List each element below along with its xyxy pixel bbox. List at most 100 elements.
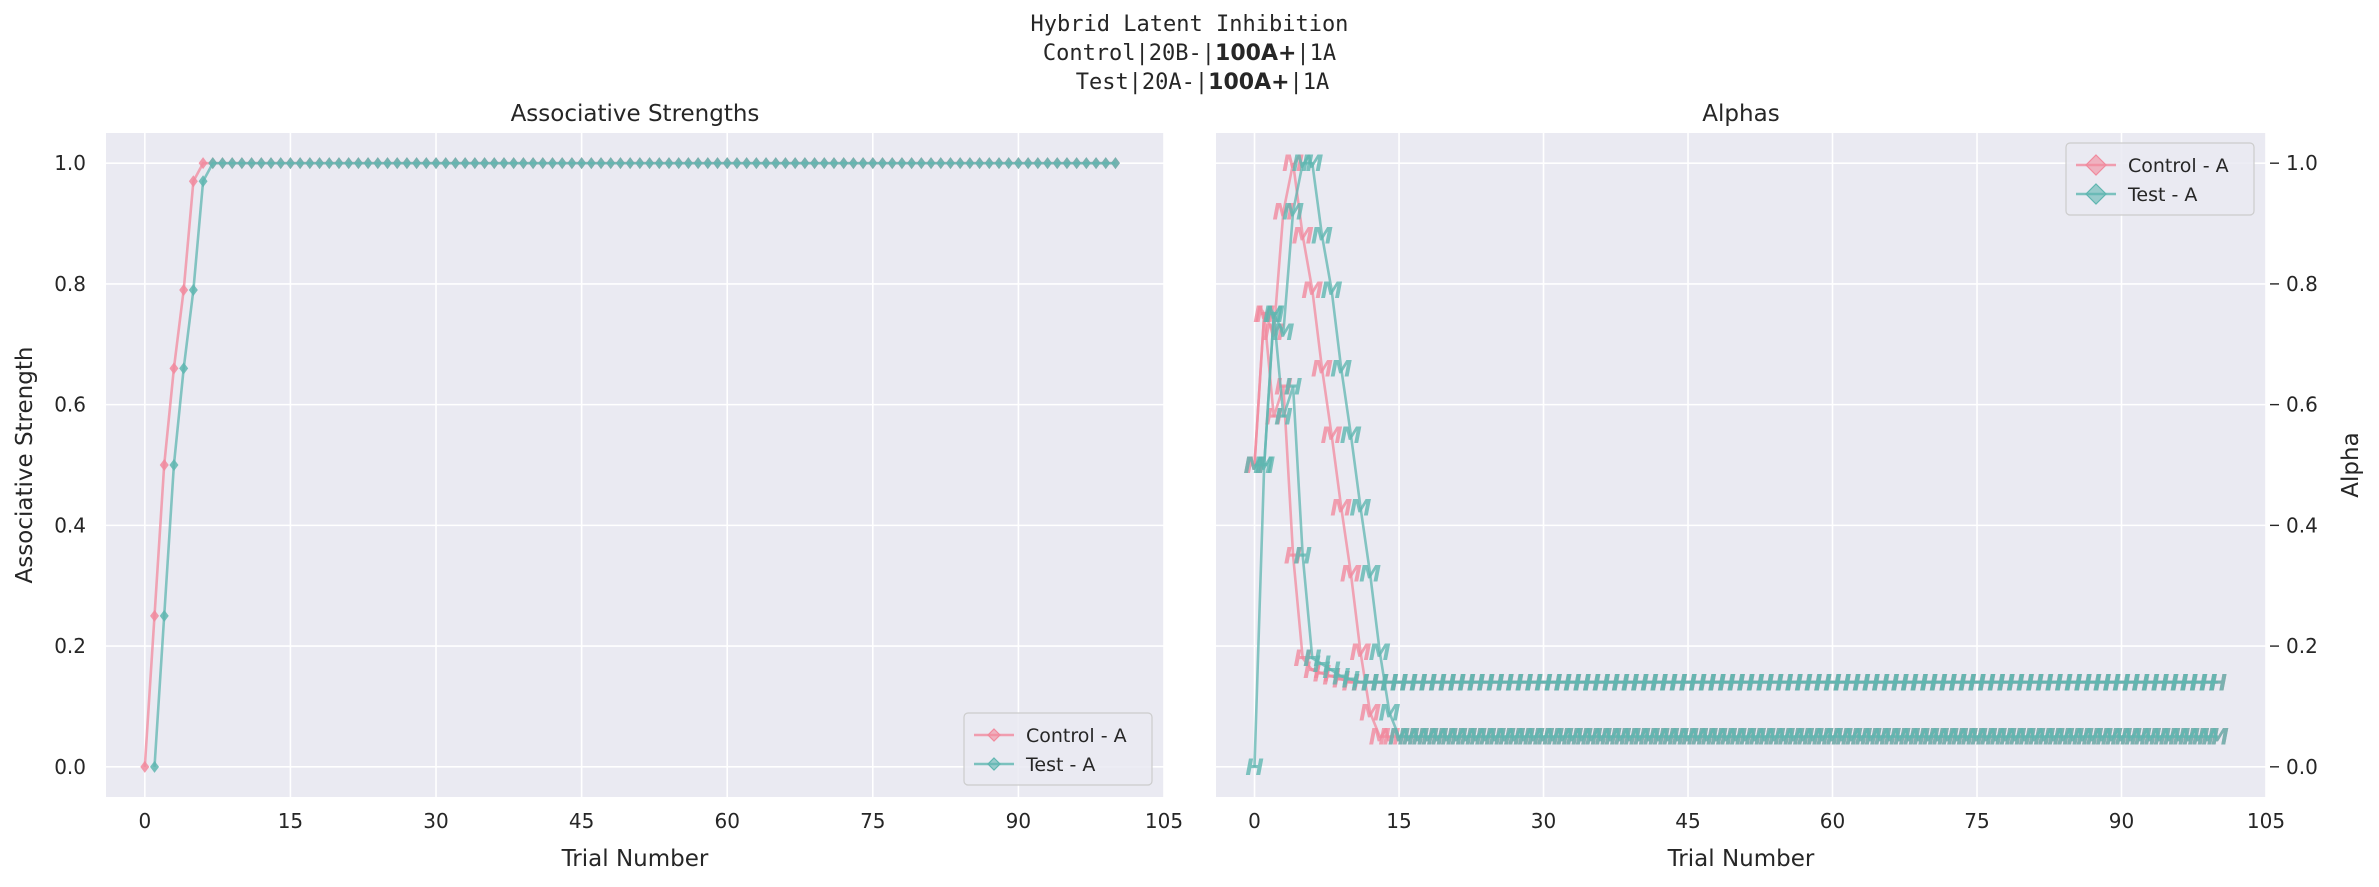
data-point-glyph: M [1398,726,1420,751]
data-point-glyph: M [2139,726,2161,751]
data-point-glyph: H [1419,671,1437,696]
data-point-glyph: M [1465,726,1487,751]
data-point-glyph: M [1754,726,1776,751]
data-point-glyph: H [1284,545,1302,570]
data-point-glyph: M [1427,726,1449,751]
series-line [1253,313,2218,767]
data-point [703,157,713,170]
x-tick-label: 30 [423,809,448,833]
y-axis-label: Associative Strength [12,347,38,584]
control-design-bold: 100A+ [1215,41,1297,66]
data-point-glyph: H [1303,659,1321,684]
data-point-glyph: M [1436,726,1458,751]
legend-entry-label: Test - A [2127,184,2197,206]
data-point [829,157,839,170]
data-point [810,157,820,170]
data-point [1091,157,1101,170]
data-point-glyph: H [1987,671,2005,696]
data-point-glyph: H [1794,671,1812,696]
data-point [538,157,548,170]
data-point-glyph: M [1590,726,1612,751]
data-point-glyph: M [1571,726,1593,751]
data-point-glyph: M [1658,726,1680,751]
data-point-glyph: M [1870,726,1892,751]
data-point-glyph: H [1688,671,1706,696]
data-point-glyph: M [1542,726,1564,751]
data-point [179,362,189,375]
data-point-glyph: H [1313,653,1331,678]
data-point-glyph: H [1708,671,1726,696]
data-point-glyph: M [1350,496,1372,521]
data-point [868,157,878,170]
data-point [926,157,936,170]
data-point-glyph: H [1409,671,1427,696]
data-point-glyph: M [1629,726,1651,751]
data-point-glyph: H [1448,671,1466,696]
x-tick-label: 0 [138,809,151,833]
data-point [256,157,266,170]
data-point-glyph: H [1660,671,1678,696]
data-point-glyph: H [1814,671,1832,696]
data-point-glyph: H [1255,454,1273,479]
data-point-glyph: H [1611,671,1629,696]
data-point [198,157,208,170]
x-axis-label: Trial Number [561,846,709,872]
data-point-glyph: H [2141,671,2159,696]
data-point [373,157,383,170]
data-point-glyph: M [1571,726,1593,751]
data-point-glyph: M [1282,152,1304,177]
data-point-glyph: H [2122,671,2140,696]
title-text: Hybrid Latent Inhibition [1030,12,1349,37]
data-point-glyph: M [2120,726,2142,751]
legend-box [963,712,1153,786]
data-point-glyph: H [1833,671,1851,696]
data-point-glyph: H [2103,671,2121,696]
data-point-glyph: M [1610,726,1632,751]
data-point-glyph: M [1976,726,1998,751]
data-point-glyph: H [2170,671,2188,696]
data-point-glyph: M [1716,726,1738,751]
data-point [150,760,160,773]
data-point-glyph: M [1369,641,1391,666]
data-point [577,157,587,170]
y-tick-label: 0.4 [2286,513,2318,537]
legend-swatch-marker [2085,154,2107,176]
legend-swatch-marker [987,728,1001,742]
data-point [237,157,247,170]
data-point-glyph: H [2035,671,2053,696]
data-point [994,157,1004,170]
x-axis-label: Trial Number [1667,846,1815,872]
data-point [907,157,917,170]
data-point-glyph: M [1417,726,1439,751]
data-point-glyph: M [1629,726,1651,751]
data-point-glyph: M [1494,726,1516,751]
data-point [567,157,577,170]
data-point [586,157,596,170]
data-point-glyph: M [1696,726,1718,751]
data-point-glyph: M [1966,726,1988,751]
data-point-glyph: H [1621,671,1639,696]
data-point [295,157,305,170]
x-tick-label: 60 [714,809,739,833]
data-point-glyph: H [2180,671,2198,696]
data-point-glyph: H [1486,671,1504,696]
x-tick-label: 0 [1248,809,1261,833]
data-point-glyph: H [1881,671,1899,696]
data-point-glyph: H [1611,671,1629,696]
data-point-glyph: M [1947,726,1969,751]
control-design-prefix: Control|20B-| [1042,41,1216,66]
data-point-glyph: H [1900,671,1918,696]
data-point-glyph: M [1812,726,1834,751]
data-point-glyph: H [1862,671,1880,696]
data-point [460,157,470,170]
data-point [547,157,557,170]
series-line [1254,161,2218,738]
data-point-glyph: M [1793,726,1815,751]
data-point-glyph: H [1274,376,1292,401]
data-point-glyph: H [1650,671,1668,696]
data-point-glyph: M [1504,726,1526,751]
data-point [179,283,189,296]
plot-area [1216,133,2266,797]
data-point-glyph: M [2072,726,2094,751]
data-point-glyph: H [1871,671,1889,696]
